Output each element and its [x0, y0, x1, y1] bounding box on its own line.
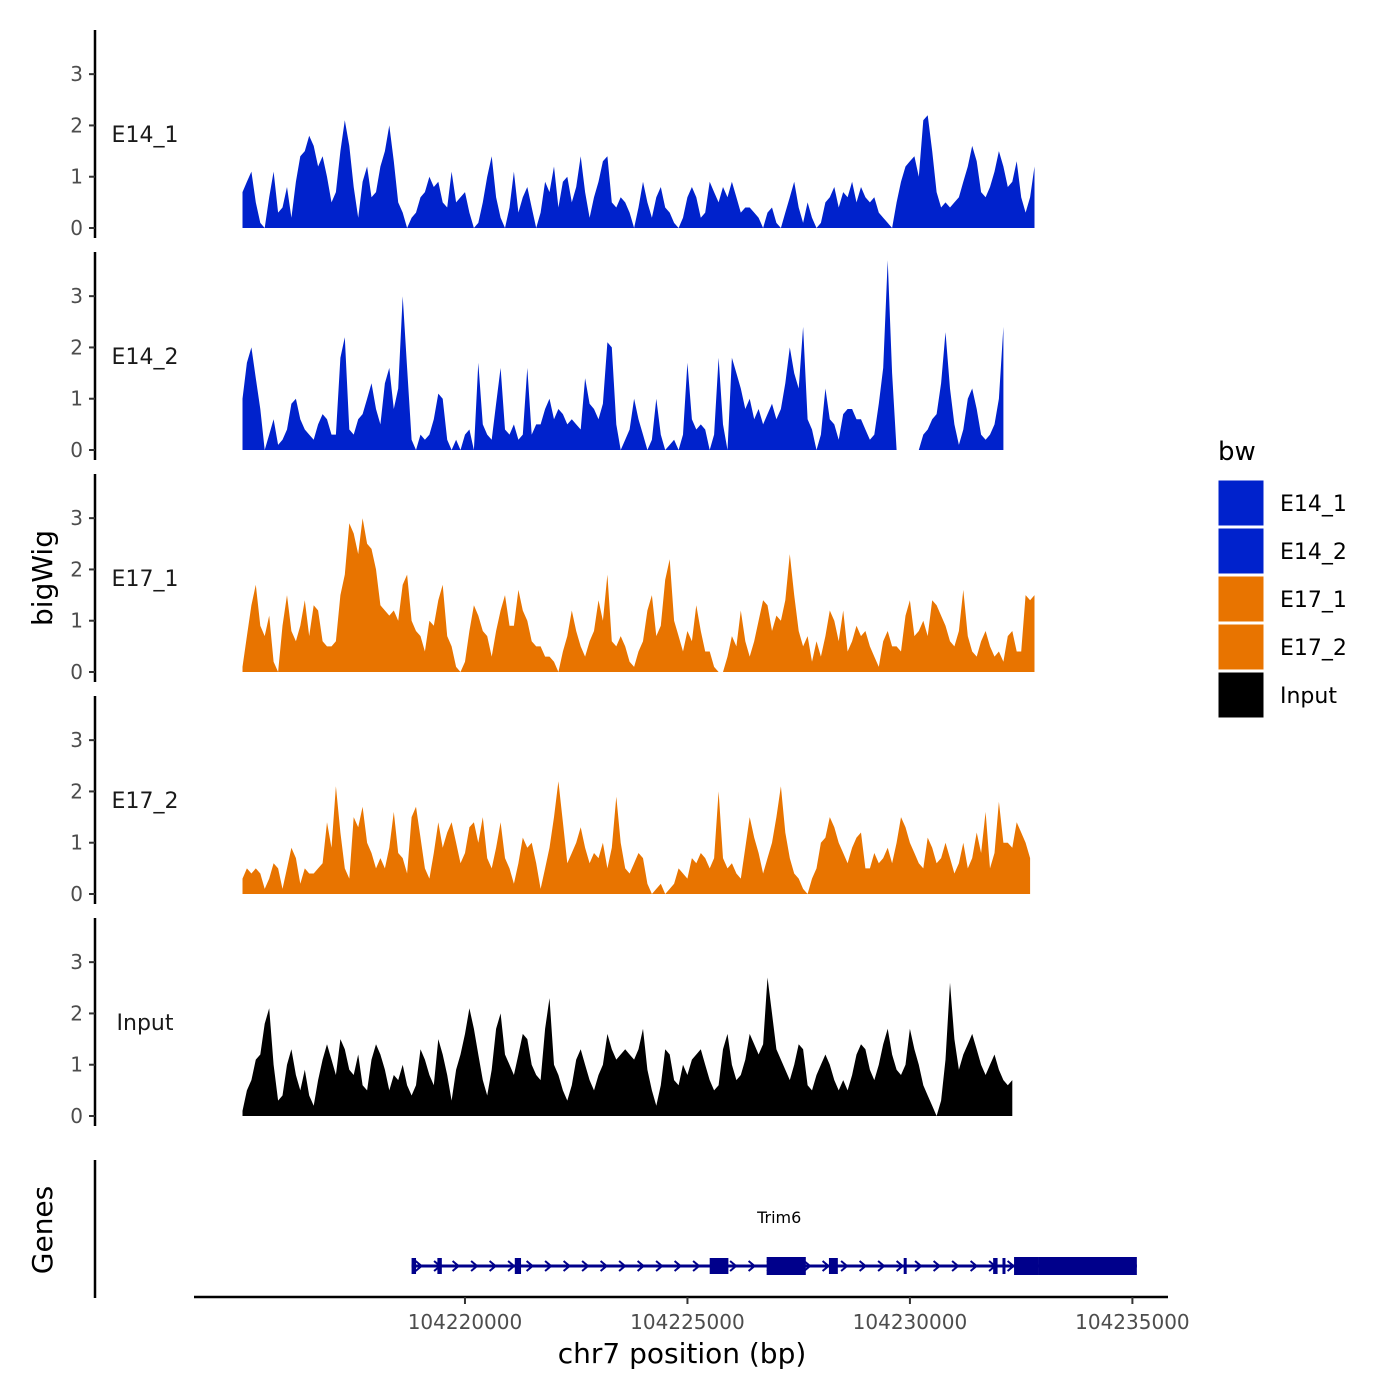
strand-arrow [618, 1260, 627, 1272]
y-tick-label: 3 [70, 728, 83, 752]
legend-swatch-Input [1217, 671, 1265, 719]
legend-label-E17_2: E17_2 [1280, 636, 1347, 661]
track-panel-E14_2: 0 1 2 3 E14_2 [70, 252, 1004, 462]
coverage-area-Input [242, 977, 1013, 1116]
strand-arrow [655, 1260, 664, 1272]
y-tick-label: 1 [70, 1053, 83, 1077]
strand-arrow [525, 1260, 535, 1272]
track-panels: 0 1 2 3 E14_1 0 1 2 3 E14_2 0 1 2 3 E17_1 0 1 2 3 E17_2 0 1 2 3… [70, 30, 1035, 1128]
strand-arrow [562, 1260, 572, 1272]
track-label: E14_1 [112, 123, 179, 148]
gene-exon [1038, 1257, 1137, 1275]
track-label: E17_2 [112, 789, 179, 814]
strand-arrow [840, 1260, 849, 1272]
y-tick-label: 1 [70, 831, 83, 855]
legend-swatch-E17_1 [1217, 575, 1265, 623]
track-panel-E14_1: 0 1 2 3 E14_1 [70, 30, 1035, 240]
gene-exon [766, 1257, 806, 1275]
legend-title: bw [1218, 437, 1256, 467]
track-label: E17_1 [112, 567, 179, 592]
x-axis-title: chr7 position (bp) [558, 1337, 807, 1370]
track-panel-E17_1: 0 1 2 3 E17_1 [70, 474, 1035, 684]
strand-arrow [803, 1260, 812, 1272]
gene-exon [993, 1258, 998, 1274]
gene-exon [1002, 1258, 1006, 1274]
x-tick-label: 104230000 [853, 1310, 968, 1334]
gene-exon [828, 1258, 838, 1274]
legend-label-E14_2: E14_2 [1280, 540, 1347, 565]
gene-exon [1014, 1257, 1039, 1275]
strand-arrow [414, 1260, 424, 1272]
x-tick-label: 104220000 [408, 1310, 523, 1334]
coverage-area-E17_1 [242, 518, 1035, 672]
coverage-area-E14_2 [242, 260, 1004, 450]
strand-arrow [692, 1260, 701, 1272]
genes-panel: Trim6 [93, 1160, 1137, 1298]
y-axis-title: bigWig [26, 530, 59, 626]
strand-arrow [673, 1260, 683, 1272]
strand-arrow [507, 1260, 516, 1272]
gene-exon [437, 1258, 442, 1274]
genes-axis-title: Genes [26, 1186, 59, 1274]
track-label: Input [117, 1011, 174, 1036]
legend-swatch-E14_2 [1217, 527, 1265, 575]
y-tick-label: 0 [70, 660, 83, 684]
y-tick-label: 3 [70, 62, 83, 86]
y-tick-label: 2 [70, 335, 83, 359]
y-tick-label: 0 [70, 882, 83, 906]
strand-arrow [932, 1260, 942, 1272]
y-tick-label: 0 [70, 216, 83, 240]
legend-label-Input: Input [1280, 684, 1337, 709]
y-tick-label: 2 [70, 1001, 83, 1025]
coverage-area-E17_2 [242, 781, 1031, 894]
strand-arrow [1006, 1260, 1016, 1272]
track-panel-Input: 0 1 2 3 Input [70, 918, 1013, 1128]
strand-arrow [895, 1260, 905, 1272]
gene-exon [411, 1258, 417, 1274]
strand-arrow [451, 1260, 461, 1272]
strand-arrow [599, 1260, 609, 1272]
gene-exon [709, 1258, 729, 1274]
strand-arrow [821, 1260, 831, 1272]
strand-arrow [969, 1260, 979, 1272]
x-tick-label: 104225000 [630, 1310, 745, 1334]
track-label: E14_2 [112, 345, 179, 370]
y-tick-label: 1 [70, 165, 83, 189]
strand-arrow [488, 1260, 498, 1272]
y-tick-label: 0 [70, 1104, 83, 1128]
strand-arrow [581, 1260, 590, 1272]
gene-exon [514, 1258, 522, 1274]
coverage-area-E14_1 [242, 115, 1035, 228]
y-tick-label: 1 [70, 609, 83, 633]
strand-arrow [470, 1260, 479, 1272]
y-tick-label: 2 [70, 557, 83, 581]
legend-label-E14_1: E14_1 [1280, 492, 1347, 517]
legend-swatch-E14_1 [1217, 479, 1265, 527]
y-tick-label: 3 [70, 506, 83, 530]
y-tick-label: 3 [70, 950, 83, 974]
strand-arrow [636, 1260, 646, 1272]
y-tick-label: 2 [70, 779, 83, 803]
strand-arrow [747, 1260, 757, 1272]
legend: bw E14_1 E14_2 E17_1 E17_2 Input [1217, 437, 1347, 719]
strand-arrow [877, 1260, 886, 1272]
y-tick-label: 1 [70, 387, 83, 411]
gene-Trim6: Trim6 [411, 1208, 1137, 1275]
gene-name-label: Trim6 [756, 1208, 801, 1227]
x-tick-label: 104235000 [1075, 1310, 1190, 1334]
gene-exon [903, 1258, 907, 1274]
strand-arrow [951, 1260, 960, 1272]
strand-arrow [544, 1260, 553, 1272]
legend-label-E17_1: E17_1 [1280, 588, 1347, 613]
y-tick-label: 3 [70, 284, 83, 308]
x-axis: 104220000 104225000 104230000 104235000 [194, 1295, 1190, 1334]
strand-arrow [914, 1260, 923, 1272]
legend-swatch-E17_2 [1217, 623, 1265, 671]
track-panel-E17_2: 0 1 2 3 E17_2 [70, 696, 1031, 906]
strand-arrow [858, 1260, 868, 1272]
y-tick-label: 2 [70, 113, 83, 137]
y-tick-label: 0 [70, 438, 83, 462]
strand-arrow [729, 1260, 738, 1272]
